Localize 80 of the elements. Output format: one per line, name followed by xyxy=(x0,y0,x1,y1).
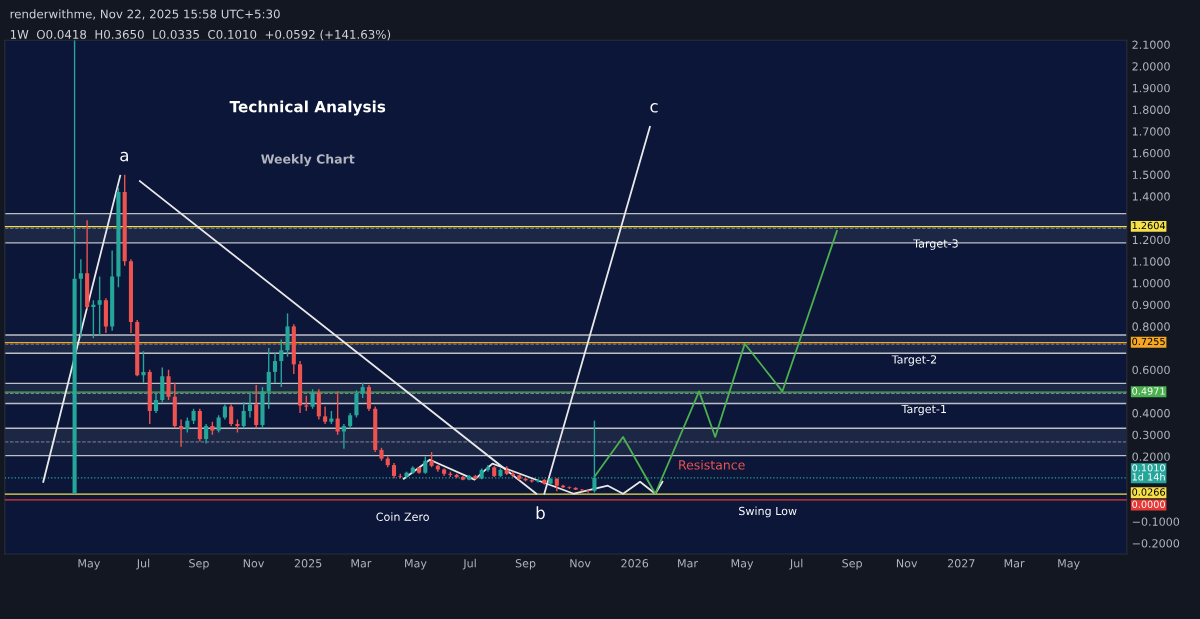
band-label: Resistance xyxy=(679,459,745,470)
candlestick xyxy=(341,423,346,450)
candlestick xyxy=(254,384,259,429)
candlestick xyxy=(285,312,290,358)
annotation: Coin Zero xyxy=(376,512,429,521)
candlestick xyxy=(586,489,591,494)
x-tick-label: Sep xyxy=(842,559,862,570)
y-tick-label: 1.5000 xyxy=(1132,170,1170,180)
y-tick-label: 0.6000 xyxy=(1132,365,1170,375)
x-tick-label: Nov xyxy=(896,559,918,568)
text: 1W O0.0418 H0.3650 L0.0335 C0.1010 +0.0592 (+141.63%) xyxy=(10,29,391,41)
y-tick-label: 1.8000 xyxy=(1132,105,1170,114)
x-tick-label: Jul xyxy=(462,558,476,570)
candlestick xyxy=(166,369,171,401)
candlestick xyxy=(247,392,253,419)
x-tick-label: Mar xyxy=(678,559,698,568)
candlestick xyxy=(78,258,83,338)
y-tick-label: 1.7000 xyxy=(1132,127,1170,136)
x-tick-label: Jul xyxy=(136,558,150,570)
candlestick xyxy=(160,366,165,403)
x-tick-label: May xyxy=(78,559,101,570)
candlestick xyxy=(266,347,271,410)
y-tick-label: 0.3000 xyxy=(1132,430,1170,440)
candlestick xyxy=(179,418,184,448)
candlestick xyxy=(241,401,246,429)
text: Technical Analysis xyxy=(229,100,386,116)
candlestick xyxy=(272,351,278,384)
x-tick-label: Nov xyxy=(570,559,591,568)
x-tick-label: May xyxy=(731,559,754,570)
y-tick-label: 1.2000 xyxy=(1132,235,1170,245)
candlestick xyxy=(354,389,359,419)
y-tick-label: 1.9000 xyxy=(1132,83,1170,93)
candlestick xyxy=(366,384,372,412)
x-tick-label: Jul xyxy=(789,558,803,570)
candlestick xyxy=(153,392,159,414)
candlestick xyxy=(141,350,146,384)
candlestick xyxy=(316,388,321,421)
x-tick-label: Sep xyxy=(515,559,536,570)
x-tick-label: Sep xyxy=(189,559,209,570)
y-tick-label: 1.4000 xyxy=(1132,192,1170,201)
y-tick-label: 2.0000 xyxy=(1132,62,1170,71)
x-tick-label: Nov xyxy=(243,559,265,568)
candlestick xyxy=(97,275,102,336)
x-tick-label: 2026 xyxy=(621,559,649,568)
x-tick-label: 2025 xyxy=(294,559,322,568)
y-tick-label: 1.0000 xyxy=(1132,279,1170,288)
x-tick-label: May xyxy=(1058,559,1080,570)
annotation: Swing Low xyxy=(739,506,797,518)
ref-line-label: 1.2604 xyxy=(1132,221,1166,230)
y-tick-label: 0.4000 xyxy=(1132,409,1170,418)
annotation: a xyxy=(120,151,128,162)
y-tick-label: 0.2000 xyxy=(1132,452,1170,461)
ref-line-label: 0.0000 xyxy=(1132,500,1165,508)
candlestick xyxy=(323,405,328,425)
y-tick-label: −0.2000 xyxy=(1132,539,1180,548)
annotation: Target-2 xyxy=(891,355,937,366)
ref-line-label: 0.4971 xyxy=(1132,387,1165,395)
candlestick xyxy=(204,423,209,445)
y-tick-label: 1.1000 xyxy=(1132,257,1170,266)
x-tick-label: Mar xyxy=(351,559,372,568)
candlestick xyxy=(310,388,315,410)
text: renderwithme, Nov 22, 2025 15:58 UTC+5:30 xyxy=(10,9,280,20)
y-tick-label: −0.1000 xyxy=(1132,517,1180,526)
candlestick xyxy=(279,338,284,388)
ref-line-label: 0.0266 xyxy=(1132,488,1166,496)
y-tick-label: 0.8000 xyxy=(1132,322,1170,331)
candlestick xyxy=(229,403,234,427)
x-tick-label: Mar xyxy=(1004,559,1025,568)
annotation: Target-1 xyxy=(901,404,946,416)
y-tick-label: 2.1000 xyxy=(1132,40,1170,49)
ref-line-label: 0.7255 xyxy=(1132,337,1165,346)
candlestick xyxy=(335,390,340,436)
x-tick-label: May xyxy=(405,559,427,570)
text: Weekly Chart xyxy=(261,154,355,167)
y-tick-label: 1.6000 xyxy=(1132,148,1170,158)
annotation: b xyxy=(536,506,545,520)
ref-line-label: 0.1010 1d 14h xyxy=(1132,464,1165,481)
x-tick-label: 2027 xyxy=(947,559,975,568)
annotation: c xyxy=(650,103,658,113)
y-tick-label: 0.9000 xyxy=(1132,300,1170,310)
